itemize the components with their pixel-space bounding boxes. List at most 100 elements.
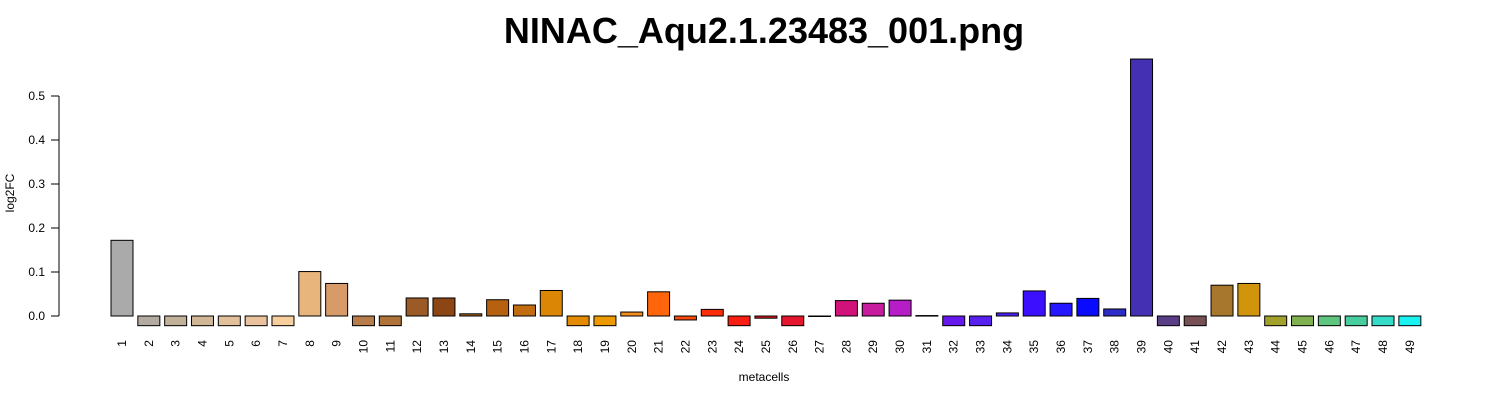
bar-metacell-47 (1344, 315, 1368, 327)
y-tick-label: 0.4 (28, 133, 45, 147)
x-tick-label: 26 (786, 340, 800, 354)
bar-metacell-15 (486, 299, 510, 317)
bars-group (110, 58, 1422, 327)
bar-metacell-42 (1210, 284, 1234, 317)
x-tick-label: 32 (947, 340, 961, 354)
x-tick-label: 1 (115, 340, 129, 347)
bar-metacell-37 (1076, 297, 1100, 317)
bar-metacell-2 (137, 315, 161, 327)
bar-metacell-20 (620, 311, 644, 317)
x-tick-label: 35 (1027, 340, 1041, 354)
x-tick-label: 30 (893, 340, 907, 354)
bar-metacell-10 (351, 315, 375, 327)
y-axis: 0.0 0.1 0.2 0.3 0.4 0.5 (28, 89, 60, 323)
x-tick-label: 16 (517, 340, 531, 354)
bar-metacell-18 (566, 315, 590, 327)
x-tick-label: 46 (1322, 340, 1336, 354)
bar-metacell-22 (673, 315, 697, 321)
bar-metacell-48 (1371, 315, 1395, 327)
bar-metacell-40 (1156, 315, 1180, 327)
x-tick-label: 28 (839, 340, 853, 354)
bar-metacell-41 (1183, 315, 1207, 327)
x-tick-label: 5 (222, 340, 236, 347)
x-tick-label: 33 (974, 340, 988, 354)
x-tick-label: 48 (1376, 340, 1390, 354)
x-tick-label: 24 (732, 340, 746, 354)
x-tick-label: 17 (544, 340, 558, 354)
y-tick-label: 0.5 (28, 89, 45, 103)
x-tick-label: 29 (866, 340, 880, 354)
x-tick-label: 22 (678, 340, 692, 354)
x-tick-label: 10 (356, 340, 370, 354)
bar-metacell-49 (1398, 315, 1422, 327)
x-tick-label: 40 (1161, 340, 1175, 354)
bar-metacell-36 (1049, 302, 1073, 317)
bar-metacell-17 (539, 289, 563, 317)
x-tick-label: 8 (303, 340, 317, 347)
x-tick-label: 45 (1296, 340, 1310, 354)
bar-metacell-1 (110, 239, 134, 317)
bar-metacell-45 (1291, 315, 1315, 327)
bar-metacell-33 (969, 315, 993, 327)
bar-metacell-23 (700, 308, 724, 317)
x-tick-label: 7 (276, 340, 290, 347)
y-tick-label: 0.2 (28, 221, 45, 235)
x-tick-label: 23 (705, 340, 719, 354)
x-tick-label: 12 (410, 340, 424, 354)
x-tick-label: 42 (1215, 340, 1229, 354)
bar-metacell-24 (727, 315, 751, 327)
bar-metacell-29 (861, 302, 885, 317)
bar-metacell-11 (378, 315, 402, 327)
bar-metacell-46 (1317, 315, 1341, 327)
x-tick-label: 25 (759, 340, 773, 354)
x-tick-label: 21 (652, 340, 666, 354)
x-tick-label: 2 (142, 340, 156, 347)
x-tick-label: 37 (1081, 340, 1095, 354)
x-tick-label: 4 (195, 340, 209, 347)
bar-metacell-13 (432, 297, 456, 317)
bar-metacell-31 (915, 315, 939, 317)
x-tick-label: 27 (813, 340, 827, 354)
bar-metacell-25 (754, 315, 778, 319)
x-tick-label: 41 (1188, 340, 1202, 354)
x-tick-label: 47 (1349, 340, 1363, 354)
bar-metacell-44 (1264, 315, 1288, 327)
y-tick-label: 0.1 (28, 265, 45, 279)
x-axis-label: metacells (739, 370, 790, 384)
bar-metacell-35 (1022, 290, 1046, 317)
x-tick-label: 9 (330, 340, 344, 347)
y-axis-label: log2FC (3, 173, 17, 212)
bar-metacell-3 (164, 315, 188, 327)
bar-metacell-12 (405, 297, 429, 317)
bar-metacell-19 (593, 315, 617, 327)
bar-metacell-9 (325, 282, 349, 317)
bar-metacell-16 (512, 304, 536, 317)
bar-metacell-7 (271, 315, 295, 327)
x-tick-label: 18 (571, 340, 585, 354)
bar-metacell-34 (995, 312, 1019, 317)
x-tick-label: 19 (598, 340, 612, 354)
bar-metacell-27 (808, 315, 832, 317)
bar-metacell-30 (888, 299, 912, 317)
x-tick-label: 13 (437, 340, 451, 354)
bar-metacell-38 (1103, 308, 1127, 317)
bar-metacell-21 (647, 291, 671, 317)
bar-metacell-5 (217, 315, 241, 327)
x-tick-label: 14 (464, 340, 478, 354)
x-tick-label: 11 (383, 340, 397, 353)
x-tick-label: 31 (920, 340, 934, 354)
x-tick-label: 49 (1403, 340, 1417, 354)
x-tick-label: 3 (169, 340, 183, 347)
x-tick-label: 20 (625, 340, 639, 354)
x-tick-label: 39 (1135, 340, 1149, 354)
x-tick-label: 36 (1054, 340, 1068, 354)
x-tick-label: 43 (1242, 340, 1256, 354)
bar-metacell-43 (1237, 282, 1261, 317)
bar-metacell-4 (190, 315, 214, 327)
y-tick-label: 0.3 (28, 177, 45, 191)
bar-metacell-32 (942, 315, 966, 327)
bar-metacell-28 (834, 300, 858, 317)
x-tick-label: 38 (1108, 340, 1122, 354)
x-tick-label: 15 (491, 340, 505, 354)
